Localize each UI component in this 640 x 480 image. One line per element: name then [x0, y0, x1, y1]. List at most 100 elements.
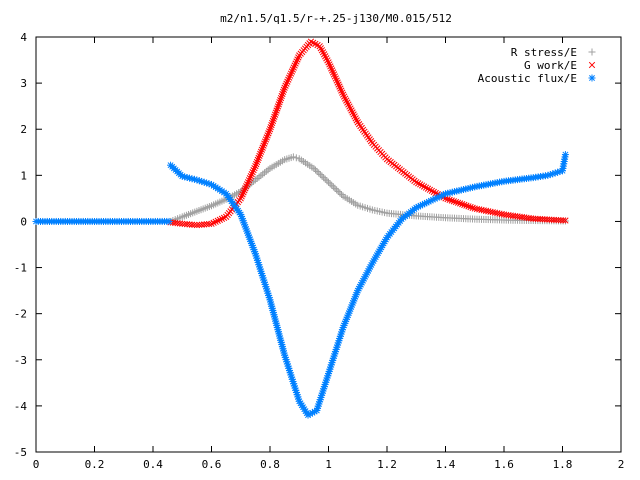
data-point: [243, 181, 251, 188]
y-tick-label: 2: [20, 123, 27, 136]
data-point: [554, 168, 562, 176]
data-point: [333, 77, 340, 84]
x-tick-label: 1.8: [553, 458, 573, 471]
data-point: [205, 220, 213, 228]
data-point: [266, 128, 273, 135]
data-point: [262, 167, 270, 175]
data-point: [290, 64, 297, 71]
data-point: [249, 169, 256, 176]
data-point: [325, 59, 332, 66]
x-tick-label: 0.4: [143, 458, 163, 471]
data-point: [281, 84, 288, 91]
x-tick-label: 1.2: [377, 458, 397, 471]
data-point: [420, 183, 428, 190]
data-point: [331, 184, 339, 192]
data-point: [253, 175, 261, 183]
data-point: [413, 179, 420, 186]
data-point: [286, 72, 294, 79]
x-tick-label: 0.6: [202, 458, 222, 471]
data-point: [291, 62, 298, 69]
data-point: [289, 66, 297, 73]
data-point: [350, 111, 357, 118]
y-tick-label: -3: [14, 354, 27, 367]
data-point: [292, 154, 300, 162]
data-point: [418, 182, 426, 189]
data-point: [341, 93, 348, 100]
data-point: [294, 56, 301, 63]
data-point: [454, 199, 462, 206]
data-point: [246, 175, 254, 182]
data-point: [561, 151, 569, 159]
data-point: [243, 183, 250, 190]
data-point: [338, 87, 345, 94]
y-tick-label: 0: [20, 215, 27, 228]
data-point: [278, 92, 285, 100]
legend-label: Acoustic flux/E: [478, 72, 577, 85]
data-point: [269, 119, 276, 127]
data-point: [274, 103, 282, 110]
data-point: [261, 140, 268, 147]
data-point: [286, 74, 293, 81]
data-point: [277, 97, 284, 104]
data-point: [261, 169, 269, 177]
x-tick-label: 1: [325, 458, 332, 471]
data-point: [276, 99, 283, 106]
series-layer: [32, 38, 569, 419]
data-point: [456, 200, 464, 207]
data-point: [238, 193, 245, 200]
data-point: [352, 115, 359, 122]
y-tick-label: -4: [14, 400, 28, 413]
data-point: [259, 170, 267, 178]
data-point: [426, 186, 434, 193]
data-point: [326, 180, 334, 188]
series-1: [167, 38, 569, 229]
data-point: [430, 188, 437, 196]
data-point: [345, 101, 352, 108]
data-point: [334, 187, 342, 195]
y-tick-label: 1: [20, 169, 27, 182]
data-point: [336, 83, 343, 90]
data-point: [269, 117, 277, 125]
x-tick-label: 1.4: [436, 458, 456, 471]
y-tick-label: -1: [14, 262, 27, 275]
data-point: [329, 67, 336, 74]
data-point: [245, 177, 253, 184]
data-point: [255, 173, 263, 181]
x-tick-label: 0: [33, 458, 40, 471]
data-point: [422, 184, 430, 191]
data-point: [310, 164, 318, 172]
chart-title: m2/n1.5/q1.5/r-+.25-j130/M0.015/512: [220, 12, 452, 25]
data-point: [353, 117, 360, 124]
data-point: [428, 187, 436, 195]
y-tick-label: 4: [20, 31, 27, 44]
legend-label: G work/E: [524, 59, 577, 72]
data-point: [559, 217, 567, 224]
data-point: [261, 138, 269, 145]
data-point: [282, 82, 289, 89]
data-point: [237, 195, 244, 202]
data-point: [263, 134, 270, 141]
data-point: [334, 79, 341, 86]
data-point: [266, 126, 274, 133]
data-point: [336, 189, 344, 197]
data-point: [250, 166, 257, 174]
data-point: [337, 85, 344, 92]
data-point: [349, 109, 356, 116]
data-point: [293, 58, 300, 65]
x-tick-label: 0.2: [85, 458, 105, 471]
data-point: [244, 179, 252, 186]
data-point: [191, 221, 198, 229]
data-point: [257, 150, 264, 157]
series-2: [32, 151, 569, 419]
data-point: [424, 185, 432, 192]
data-point: [562, 217, 569, 224]
data-point: [257, 148, 265, 155]
data-point: [258, 146, 266, 153]
data-point: [450, 198, 458, 205]
legend-label: R stress/E: [511, 46, 577, 59]
y-tick-label: -2: [14, 308, 27, 321]
data-point: [251, 176, 259, 184]
data-point: [332, 75, 339, 82]
data-point: [347, 105, 354, 112]
